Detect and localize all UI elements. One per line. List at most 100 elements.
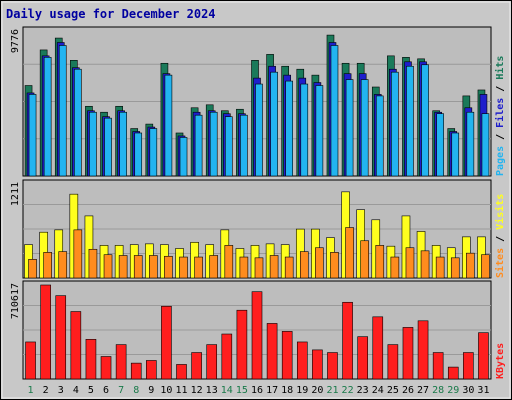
bar-kbytes-kbytes-day-6: [100, 356, 112, 380]
day-label-24: 24: [372, 385, 384, 396]
bar-kbytes-kbytes-day-7: [115, 344, 127, 380]
panel-visits: 1211 Sites / Visits: [10, 179, 506, 279]
bar-kbytes-kbytes-day-14: [221, 333, 233, 380]
bar-hits-pages-day-17: [270, 71, 278, 177]
day-label-13: 13: [206, 385, 218, 396]
bar-kbytes-kbytes-day-27: [417, 320, 429, 380]
bar-kbytes-kbytes-day-29: [447, 366, 459, 380]
bar-hits-pages-day-18: [285, 80, 293, 177]
day-label-19: 19: [296, 385, 308, 396]
panel-kbytes: 710617 KBytes: [10, 280, 506, 380]
bar-visits-sites-day-5: [88, 248, 98, 279]
bar-visits-sites-day-17: [269, 255, 279, 279]
bar-hits-pages-day-24: [375, 95, 384, 177]
bar-visits-sites-day-14: [224, 245, 234, 279]
bar-kbytes-kbytes-day-16: [251, 291, 263, 380]
day-label-8: 8: [133, 385, 139, 396]
bar-hits-pages-day-5: [89, 111, 97, 177]
bar-hits-pages-day-13: [209, 111, 218, 177]
day-labels: 1 2 3 4 5 6 7 8 9 10 11 12 13 14 15 16 17 18 19 20 21 22 23 24 2…: [28, 385, 490, 396]
panel-hits: 9776 Pages / Files / Hits: [10, 26, 506, 177]
day-label-6: 6: [103, 385, 109, 396]
bar-kbytes-kbytes-day-30: [463, 352, 474, 380]
bar-kbytes-kbytes-day-8: [130, 362, 142, 380]
bar-visits-sites-day-4: [73, 229, 83, 279]
day-label-31: 31: [477, 385, 489, 396]
bar-hits-pages-day-26: [406, 65, 414, 177]
chart-title: Daily usage for December 2024: [6, 7, 216, 21]
bar-hits-pages-day-1: [28, 94, 37, 177]
bar-kbytes-kbytes-day-3: [55, 295, 67, 380]
bar-kbytes-kbytes-day-21: [327, 352, 338, 380]
bar-visits-sites-day-22: [345, 227, 354, 279]
bar-visits-sites-day-26: [405, 247, 415, 279]
day-label-1: 1: [28, 385, 34, 396]
bar-kbytes-kbytes-day-28: [432, 352, 444, 380]
bar-visits-sites-day-18: [284, 256, 294, 279]
bar-hits-pages-day-9: [149, 128, 158, 177]
bar-visits-sites-day-28: [435, 256, 445, 279]
panel-visits-ymax-label: 1211: [10, 182, 21, 206]
bar-hits-pages-day-12: [194, 114, 203, 177]
bar-kbytes-kbytes-day-18: [281, 331, 293, 380]
bar-visits-sites-day-29: [450, 257, 460, 279]
panel-visits-legend: Sites / Visits: [494, 194, 506, 278]
bar-visits-sites-day-13: [209, 255, 219, 279]
bar-kbytes-kbytes-day-12: [191, 352, 202, 380]
bar-visits-sites-day-1: [28, 259, 37, 279]
bar-hits-pages-day-8: [134, 132, 143, 177]
day-label-12: 12: [191, 385, 203, 396]
bar-kbytes-kbytes-day-1: [25, 341, 36, 380]
bar-kbytes-kbytes-day-22: [342, 301, 353, 380]
bar-hits-pages-day-19: [300, 83, 309, 177]
bar-visits-sites-day-11: [179, 256, 188, 279]
bar-hits-pages-day-6: [104, 117, 112, 177]
bar-visits-sites-day-23: [360, 240, 369, 279]
bar-visits-sites-day-30: [466, 252, 475, 279]
panel-hits-ymax-label: 9776: [10, 29, 21, 53]
bar-hits-pages-day-22: [345, 79, 354, 177]
bar-hits-pages-day-7: [119, 111, 127, 177]
bar-kbytes-kbytes-day-31: [478, 332, 489, 380]
bar-kbytes-kbytes-day-20: [312, 349, 323, 380]
bar-visits-sites-day-2: [43, 252, 52, 279]
day-label-7: 7: [118, 385, 124, 396]
bar-visits-sites-day-16: [254, 257, 264, 279]
legend-pages: Pages: [495, 146, 506, 176]
bar-visits-sites-day-21: [330, 252, 339, 279]
bar-hits-pages-day-23: [360, 79, 369, 177]
bar-kbytes-kbytes-day-13: [206, 344, 218, 380]
day-label-11: 11: [175, 385, 187, 396]
day-label-3: 3: [58, 385, 64, 396]
bar-visits-sites-day-27: [420, 250, 430, 279]
bar-hits-pages-day-4: [74, 68, 82, 177]
day-label-15: 15: [236, 385, 248, 396]
legend-sites: Sites: [494, 248, 506, 278]
bar-hits-pages-day-28: [436, 113, 444, 177]
panels: 9776 Pages / Files / Hits 1211 Sites / Visi…: [10, 26, 506, 380]
legend-kbytes: KBytes: [495, 343, 506, 379]
day-label-29: 29: [447, 385, 459, 396]
day-label-22: 22: [342, 385, 354, 396]
bar-kbytes-kbytes-day-23: [357, 336, 368, 380]
bar-visits-sites-day-10: [164, 255, 173, 279]
day-label-21: 21: [326, 385, 338, 396]
day-label-18: 18: [281, 385, 293, 396]
bar-hits-pages-day-31: [481, 113, 490, 177]
day-label-20: 20: [311, 385, 323, 396]
day-label-27: 27: [417, 385, 429, 396]
day-label-4: 4: [73, 385, 79, 396]
day-label-30: 30: [462, 385, 474, 396]
bar-kbytes-kbytes-day-25: [387, 344, 399, 380]
bar-hits-pages-day-15: [240, 114, 248, 177]
bar-hits-pages-day-11: [179, 137, 188, 177]
day-label-17: 17: [266, 385, 278, 396]
bar-hits-pages-day-16: [255, 83, 263, 177]
day-label-23: 23: [357, 385, 369, 396]
bar-visits-sites-day-3: [58, 251, 68, 279]
panel-kbytes-legend: KBytes: [495, 343, 506, 379]
bar-hits-pages-day-3: [58, 45, 67, 177]
bar-visits-sites-day-8: [133, 255, 143, 279]
legend-visits: Visits: [494, 194, 506, 230]
